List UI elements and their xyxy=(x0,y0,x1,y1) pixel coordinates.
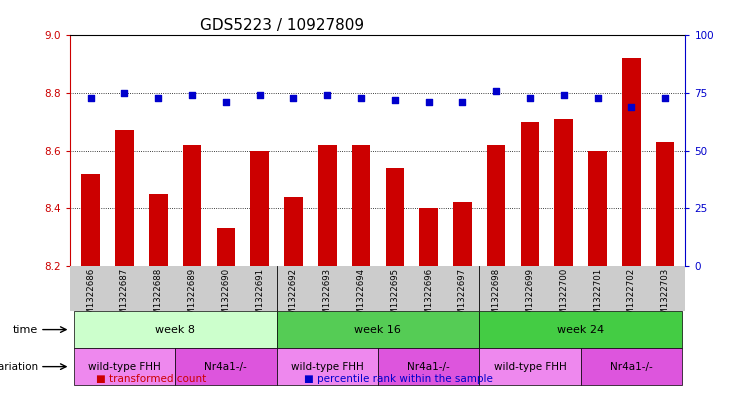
Text: GSM1322696: GSM1322696 xyxy=(424,268,433,326)
Bar xyxy=(276,311,479,348)
Text: GSM1322694: GSM1322694 xyxy=(356,268,365,326)
Point xyxy=(153,94,165,101)
Text: GSM1322702: GSM1322702 xyxy=(627,268,636,326)
Text: GSM1322693: GSM1322693 xyxy=(323,268,332,326)
Text: GSM1322686: GSM1322686 xyxy=(86,268,95,326)
Point xyxy=(625,104,637,110)
Point xyxy=(659,94,671,101)
Text: wild-type FHH: wild-type FHH xyxy=(291,362,364,372)
Point xyxy=(524,94,536,101)
Point xyxy=(220,99,232,105)
Text: GSM1322697: GSM1322697 xyxy=(458,268,467,326)
Bar xyxy=(352,145,370,266)
Text: Nr4a1-/-: Nr4a1-/- xyxy=(408,362,450,372)
Text: ■ transformed count: ■ transformed count xyxy=(96,375,207,384)
Text: GSM1322691: GSM1322691 xyxy=(255,268,264,326)
Bar xyxy=(318,145,336,266)
Point xyxy=(253,92,265,98)
Bar xyxy=(250,151,269,266)
Text: Nr4a1-/-: Nr4a1-/- xyxy=(610,362,653,372)
Text: wild-type FHH: wild-type FHH xyxy=(88,362,161,372)
Text: GSM1322699: GSM1322699 xyxy=(525,268,534,326)
Text: wild-type FHH: wild-type FHH xyxy=(494,362,566,372)
Bar xyxy=(183,145,202,266)
Point xyxy=(389,97,401,103)
Bar xyxy=(521,122,539,266)
Text: GDS5223 / 10927809: GDS5223 / 10927809 xyxy=(199,18,364,33)
Bar xyxy=(115,130,134,266)
Text: GSM1322688: GSM1322688 xyxy=(153,268,163,326)
Point xyxy=(591,94,603,101)
Text: GSM1322690: GSM1322690 xyxy=(222,268,230,326)
Bar xyxy=(149,194,167,266)
Bar xyxy=(276,348,378,385)
Point xyxy=(119,90,130,96)
Point xyxy=(288,94,299,101)
Text: Nr4a1-/-: Nr4a1-/- xyxy=(205,362,247,372)
Point xyxy=(322,92,333,98)
Text: GSM1322701: GSM1322701 xyxy=(593,268,602,326)
Text: time: time xyxy=(13,325,39,334)
Bar xyxy=(588,151,607,266)
Bar xyxy=(385,168,404,266)
Bar xyxy=(419,208,438,266)
Bar xyxy=(175,348,276,385)
Text: GSM1322698: GSM1322698 xyxy=(492,268,501,326)
Text: GSM1322700: GSM1322700 xyxy=(559,268,568,326)
Text: week 16: week 16 xyxy=(354,325,402,334)
Point xyxy=(84,94,96,101)
Bar xyxy=(487,145,505,266)
Bar xyxy=(479,311,682,348)
Bar xyxy=(74,311,276,348)
Text: GSM1322687: GSM1322687 xyxy=(120,268,129,326)
Bar xyxy=(554,119,573,266)
Text: GSM1322695: GSM1322695 xyxy=(391,268,399,326)
Bar xyxy=(453,202,472,266)
Point xyxy=(355,94,367,101)
Bar xyxy=(581,348,682,385)
Text: week 8: week 8 xyxy=(155,325,195,334)
Point xyxy=(456,99,468,105)
Text: ■ percentile rank within the sample: ■ percentile rank within the sample xyxy=(304,375,493,384)
Bar xyxy=(378,348,479,385)
Bar xyxy=(656,142,674,266)
Point xyxy=(422,99,434,105)
Text: GSM1322703: GSM1322703 xyxy=(661,268,670,326)
Bar xyxy=(284,196,303,266)
Point xyxy=(186,92,198,98)
Text: genotype/variation: genotype/variation xyxy=(0,362,39,372)
Text: GSM1322689: GSM1322689 xyxy=(187,268,196,326)
Point xyxy=(558,92,570,98)
Point xyxy=(491,88,502,94)
Bar xyxy=(622,59,641,266)
Bar xyxy=(74,348,175,385)
Bar xyxy=(216,228,235,266)
Bar xyxy=(479,348,581,385)
Text: week 24: week 24 xyxy=(557,325,604,334)
Text: GSM1322692: GSM1322692 xyxy=(289,268,298,326)
Bar xyxy=(82,174,100,266)
